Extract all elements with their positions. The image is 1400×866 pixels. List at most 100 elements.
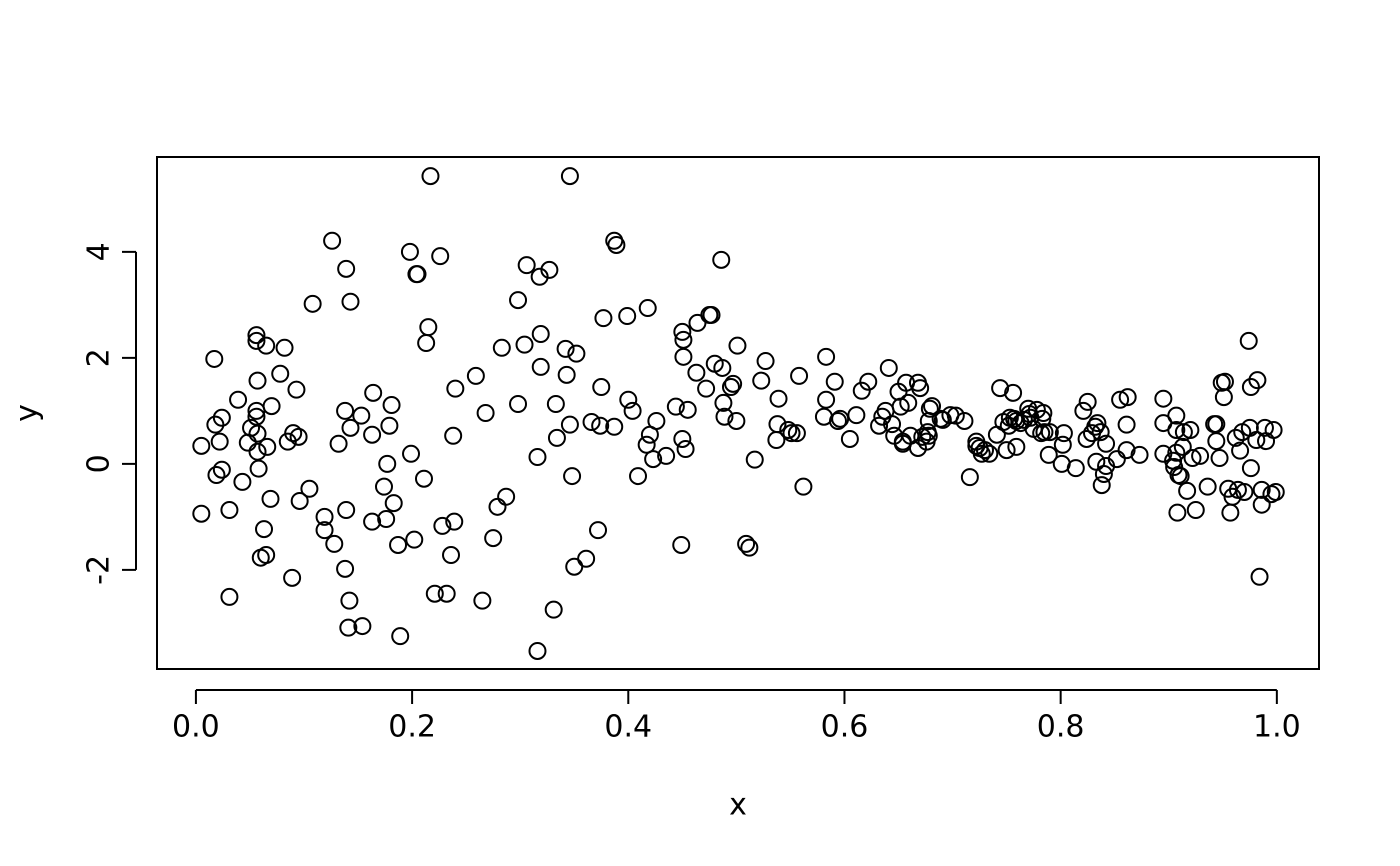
x-tick-label: 0.2: [388, 710, 436, 745]
point: [364, 383, 383, 402]
point: [1226, 428, 1245, 447]
point: [488, 497, 507, 516]
point: [352, 406, 371, 425]
point: [1167, 406, 1186, 425]
point: [1252, 480, 1271, 499]
y-tick-label: -2: [82, 555, 117, 585]
point: [547, 428, 566, 447]
point: [492, 338, 511, 357]
point: [1154, 389, 1173, 408]
point: [847, 406, 866, 425]
point: [1111, 390, 1130, 409]
point: [702, 305, 721, 324]
point: [1130, 445, 1149, 464]
point: [517, 256, 536, 275]
point: [378, 454, 397, 473]
point: [697, 379, 716, 398]
point: [672, 535, 691, 554]
point: [261, 489, 280, 508]
point: [400, 242, 419, 261]
point: [1168, 503, 1187, 522]
point: [417, 334, 436, 353]
point: [248, 424, 267, 443]
point: [405, 530, 424, 549]
point: [446, 379, 465, 398]
point: [341, 292, 360, 311]
point: [1094, 464, 1113, 483]
point: [1004, 383, 1023, 402]
point: [497, 487, 516, 506]
point: [768, 415, 787, 434]
point: [883, 415, 902, 434]
point: [212, 460, 231, 479]
point: [233, 472, 252, 491]
point: [1034, 404, 1053, 422]
point: [1252, 495, 1271, 514]
point: [192, 436, 211, 455]
point: [1035, 423, 1054, 442]
point: [509, 394, 528, 413]
point: [1221, 503, 1240, 522]
point: [728, 336, 747, 355]
point: [920, 399, 939, 418]
point: [515, 335, 534, 354]
y-tick-label: 4: [82, 242, 117, 261]
point: [1118, 388, 1137, 407]
point: [556, 339, 575, 358]
point: [1091, 423, 1110, 442]
x-tick-label: 0.4: [604, 710, 652, 745]
point: [727, 411, 746, 430]
point: [666, 397, 685, 416]
point: [380, 416, 399, 435]
point: [870, 416, 889, 435]
point: [336, 559, 355, 578]
point: [425, 584, 444, 603]
point: [437, 584, 456, 603]
point: [206, 415, 225, 434]
point: [1210, 449, 1229, 468]
point: [419, 318, 438, 337]
point: [1066, 459, 1085, 478]
point: [1266, 482, 1285, 501]
point: [831, 409, 850, 428]
point: [210, 432, 229, 451]
point: [205, 349, 224, 368]
point: [607, 235, 626, 254]
point: [546, 394, 565, 413]
point: [673, 322, 692, 341]
point: [382, 396, 401, 415]
point: [673, 429, 692, 448]
point: [1097, 434, 1116, 453]
point: [353, 617, 372, 636]
point: [323, 231, 342, 250]
point: [1117, 415, 1136, 434]
point: [1186, 500, 1205, 519]
point: [300, 479, 319, 498]
point: [247, 326, 266, 345]
point: [557, 365, 576, 384]
point: [582, 413, 601, 432]
point: [623, 401, 642, 420]
point: [1178, 481, 1197, 500]
point: [249, 459, 268, 478]
x-tick-label: 0.6: [821, 710, 869, 745]
point: [1183, 449, 1202, 468]
point: [442, 546, 461, 565]
point: [340, 591, 359, 610]
point: [255, 520, 274, 539]
point: [247, 331, 266, 350]
point: [377, 510, 396, 529]
point: [657, 446, 676, 465]
point: [421, 167, 440, 186]
y-tick-label: 0: [82, 454, 117, 473]
x-axis-title: x: [729, 788, 747, 823]
point: [473, 591, 492, 610]
y-tick-label: 2: [82, 348, 117, 367]
point: [363, 425, 382, 444]
point: [540, 260, 559, 279]
point: [1235, 482, 1254, 501]
point: [638, 299, 657, 318]
point: [721, 378, 740, 397]
point: [737, 534, 756, 553]
